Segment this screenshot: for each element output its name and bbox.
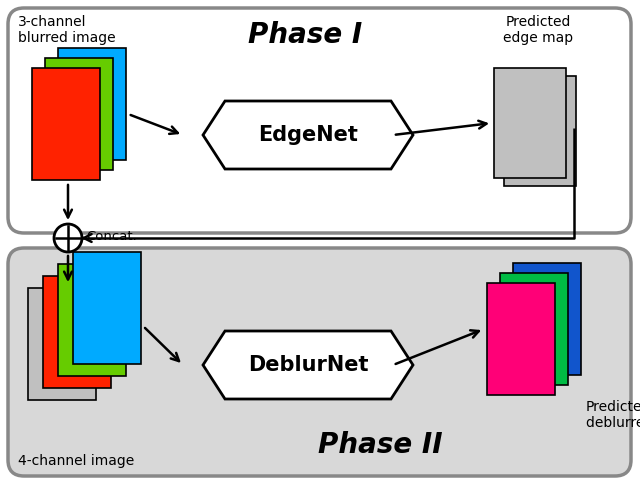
Text: Phase II: Phase II (317, 431, 442, 459)
Text: 3-channel
blurred image: 3-channel blurred image (18, 15, 116, 45)
Bar (504, 76, 576, 186)
Bar (513, 263, 581, 375)
Bar (487, 283, 555, 395)
Bar (494, 68, 566, 178)
Text: EdgeNet: EdgeNet (258, 125, 358, 145)
Bar (58, 264, 126, 376)
Bar (58, 48, 126, 160)
Polygon shape (203, 331, 413, 399)
Bar (45, 58, 113, 170)
FancyBboxPatch shape (8, 248, 631, 476)
Bar (43, 276, 111, 388)
Text: DeblurNet: DeblurNet (248, 355, 368, 375)
Polygon shape (203, 101, 413, 169)
Text: Concat.: Concat. (86, 229, 137, 242)
Circle shape (54, 224, 82, 252)
Bar (500, 273, 568, 385)
Bar (28, 288, 96, 400)
FancyBboxPatch shape (8, 8, 631, 233)
Text: Predicted
edge map: Predicted edge map (503, 15, 573, 45)
Bar (32, 68, 100, 180)
Text: Phase I: Phase I (248, 21, 362, 49)
Text: 4-channel image: 4-channel image (18, 454, 134, 468)
Bar (73, 252, 141, 364)
Text: Predicted
deblurred image: Predicted deblurred image (586, 400, 640, 430)
